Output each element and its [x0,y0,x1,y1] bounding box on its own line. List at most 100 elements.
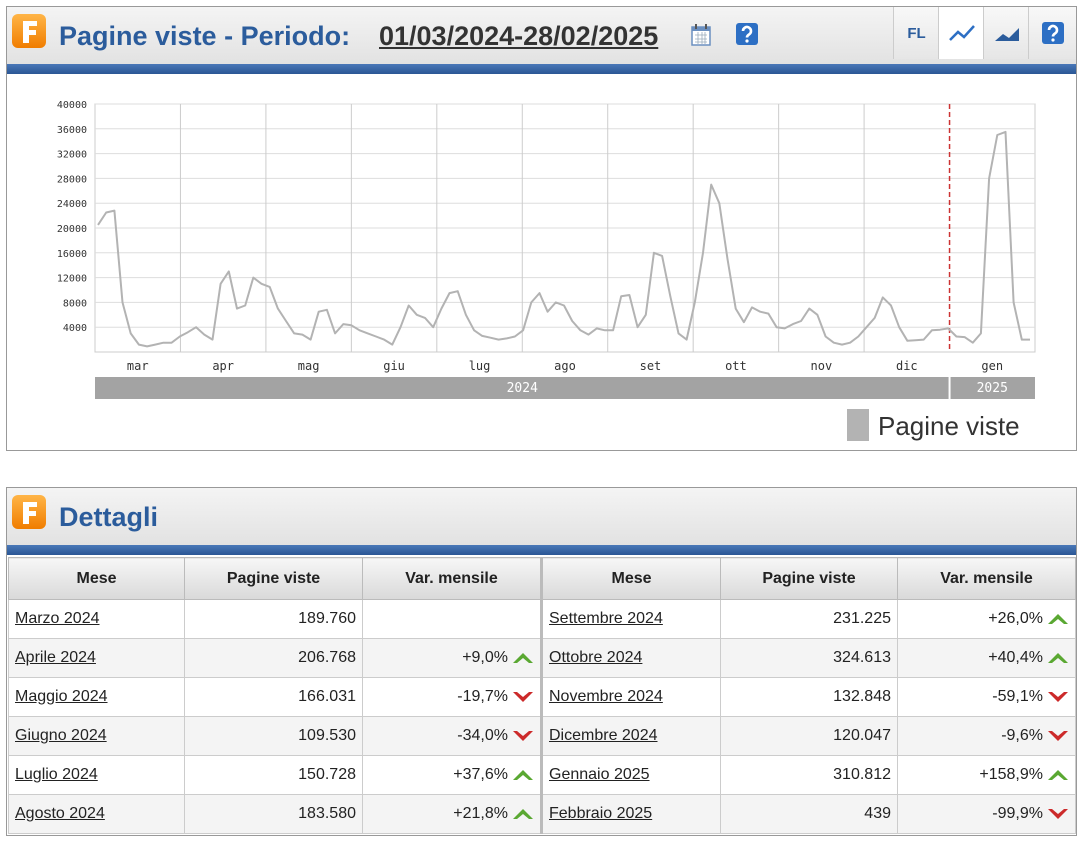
logo [12,14,46,48]
month-cell: Giugno 2024 [8,716,185,756]
change-cell: +40,4% [897,638,1076,678]
up-arrow [513,769,533,780]
x-tick-label: nov [811,359,833,373]
month-link[interactable]: Giugno 2024 [15,727,107,744]
details-table: Mese Pagine viste Var. mensile Mese Pagine v… [8,557,1076,834]
period-link[interactable]: 01/03/2024-28/02/2025 [379,21,659,51]
month-link[interactable]: Novembre 2024 [549,688,663,705]
views-cell: 150.728 [184,755,363,795]
header-row: Mese Pagine viste Var. mensile Mese Pagine v… [8,557,1076,600]
arrow-shape [1048,652,1068,663]
x-tick-label: ago [554,359,576,373]
y-tick-label: 24000 [57,199,87,210]
change-cell: +21,8% [362,794,542,834]
change-cell: -9,6% [897,716,1076,756]
x-tick-label: dic [896,359,918,373]
x-tick-label: mag [298,359,320,373]
line-chart-button[interactable] [938,7,984,59]
month-cell: Ottobre 2024 [540,638,721,678]
month-cell: Settembre 2024 [540,599,721,639]
help-icon [1041,22,1064,44]
views-cell: 310.812 [720,755,898,795]
y-tick-label: 20000 [57,224,87,235]
change-cell [362,599,542,639]
series-line [97,130,1030,348]
change-cell: -59,1% [897,677,1076,717]
column-header: Var. mensile [897,557,1076,600]
up-arrow [513,808,533,819]
month-link[interactable]: Ottobre 2024 [549,649,643,666]
change-value: +37,6% [453,766,508,783]
views-cell: 183.580 [184,794,363,834]
month-link[interactable]: Settembre 2024 [549,610,663,627]
column-header: Mese [540,557,721,600]
x-tick-label: ott [725,359,747,373]
month-cell: Gennaio 2025 [540,755,721,795]
change-value: +40,4% [988,649,1043,666]
line-icon [948,25,975,41]
down-arrow [513,691,533,702]
down-arrow [513,730,533,741]
change-value: -9,6% [1001,727,1043,744]
month-link[interactable]: Febbraio 2025 [549,805,653,822]
arrow-shape [1048,808,1068,819]
page-title: Pagine viste - Periodo: [59,21,351,51]
header-bar [7,545,1076,555]
month-cell: Marzo 2024 [8,599,185,639]
arrow-shape [513,691,533,702]
y-tick-label: 4000 [63,323,87,334]
y-tick-label: 12000 [57,274,87,285]
views-cell: 120.047 [720,716,898,756]
data-row: Luglio 2024 150.728 +37,6% Gennaio 2025 310.… [8,755,1076,795]
arrow-shape [1048,730,1068,741]
data-row: Aprile 2024 206.768 +9,0% Ottobre 2024 324.6… [8,638,1076,678]
views-cell: 189.760 [184,599,363,639]
change-value: +9,0% [462,649,508,666]
change-value: +158,9% [979,766,1043,783]
help-button[interactable] [1028,7,1076,59]
month-link[interactable]: Maggio 2024 [15,688,108,705]
change-value: -34,0% [457,727,508,744]
change-cell: +26,0% [897,599,1076,639]
views-cell: 132.848 [720,677,898,717]
change-cell: +158,9% [897,755,1076,795]
month-link[interactable]: Agosto 2024 [15,805,105,822]
column-header: Pagine viste [184,557,363,600]
change-value: +26,0% [988,610,1043,627]
month-cell: Dicembre 2024 [540,716,721,756]
month-link[interactable]: Marzo 2024 [15,610,100,627]
up-arrow [513,652,533,663]
data-row: Marzo 2024 189.760 Settembre 2024 231.225 +2… [8,599,1076,639]
area-icon [994,28,1019,41]
month-link[interactable]: Aprile 2024 [15,649,96,666]
y-tick-label: 28000 [57,174,87,185]
views-cell: 109.530 [184,716,363,756]
column-header: Var. mensile [362,557,542,600]
year-band [949,377,1035,399]
year-label: 2024 [507,381,538,396]
details-title: Dettagli [59,502,159,532]
month-cell: Aprile 2024 [8,638,185,678]
down-arrow [1048,730,1068,741]
fl-button[interactable]: FL [893,7,939,59]
y-tick-label: 16000 [57,249,87,260]
month-cell: Febbraio 2025 [540,794,721,834]
x-tick-label: lug [469,359,491,373]
y-tick-label: 32000 [57,150,87,161]
up-arrow [1048,613,1068,624]
help-icon[interactable] [735,22,759,46]
area-chart-button[interactable] [983,7,1029,59]
column-header: Mese [8,557,185,600]
month-link[interactable]: Luglio 2024 [15,766,98,783]
arrow-shape [513,808,533,819]
y-tick-label: 8000 [63,298,87,309]
panel-header: Dettagli [7,488,1076,545]
logo [12,495,46,529]
change-value: -99,9% [992,805,1043,822]
month-link[interactable]: Gennaio 2025 [549,766,650,783]
down-arrow [1048,691,1068,702]
month-link[interactable]: Dicembre 2024 [549,727,658,744]
down-arrow [1048,808,1068,819]
calendar-icon[interactable] [690,23,712,47]
